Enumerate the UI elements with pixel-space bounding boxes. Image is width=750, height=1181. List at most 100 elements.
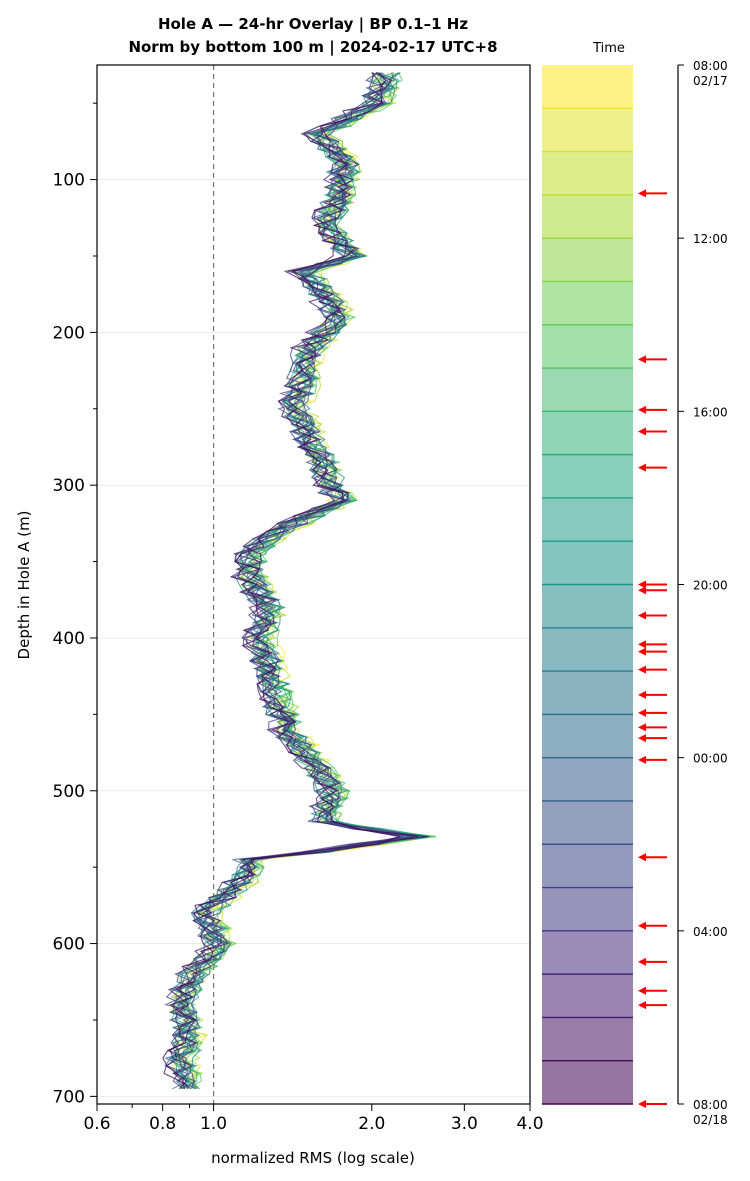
time-tick-label: 08:00 02/18 (693, 1098, 728, 1127)
x-tick-label: 1.0 (200, 1114, 227, 1134)
y-tick-label: 400 (53, 629, 85, 649)
y-tick-label: 500 (53, 782, 85, 802)
arrow-head (638, 586, 646, 595)
y-tick-label: 700 (53, 1087, 85, 1107)
event-marker-arrow (638, 957, 667, 966)
event-marker-arrow (638, 665, 667, 674)
event-marker-arrow (638, 647, 667, 656)
time-tick-label: 00:00 (693, 752, 728, 766)
colorbar-band (542, 324, 633, 369)
event-marker-arrow (638, 463, 667, 472)
colorbar-band (542, 714, 633, 758)
event-marker-arrow (638, 708, 667, 717)
event-marker-arrow (638, 189, 667, 198)
colorbar-band (542, 627, 633, 672)
colorbar-band (542, 757, 633, 801)
y-tick-label: 300 (53, 476, 85, 496)
event-marker-arrow (638, 586, 667, 595)
colorbar-band (542, 800, 633, 845)
event-marker-arrow (638, 1100, 667, 1108)
arrow-head (638, 189, 646, 198)
colorbar-band (542, 411, 633, 455)
event-marker-arrow (638, 723, 667, 732)
depth-profile-line (169, 72, 418, 1089)
y-tick-label: 100 (53, 171, 85, 191)
arrow-head (638, 957, 646, 966)
plot-background (97, 65, 530, 1104)
colorbar-bands (542, 65, 633, 1105)
arrow-head (638, 1001, 646, 1010)
colorbar-band (542, 281, 633, 325)
event-marker-arrow (638, 640, 667, 649)
arrow-head (638, 647, 646, 656)
colorbar-band (542, 1017, 633, 1061)
x-tick-label: 3.0 (451, 1114, 478, 1134)
event-marker-arrow (638, 1001, 667, 1010)
plot-area: 0.6 0.8 1.0 2.0 3.0 4.0 100 200 300 400 500 600 700 (53, 64, 544, 1134)
y-axis-ticks: 100 200 300 400 500 600 700 (53, 102, 97, 1107)
arrow-head (638, 427, 646, 436)
arrow-head (638, 611, 646, 620)
time-tick-label: 20:00 (693, 579, 728, 593)
arrow-head (638, 708, 646, 717)
chart-subtitle: Norm by bottom 100 m | 2024-02-17 UTC+8 (128, 38, 497, 57)
arrow-head (638, 1100, 646, 1108)
arrow-head (638, 921, 646, 930)
colorbar-band (542, 454, 633, 498)
event-marker-arrow (638, 853, 667, 862)
time-tick-label: 08:00 02/17 (693, 59, 728, 88)
colorbar-band (542, 151, 633, 195)
arrow-head (638, 734, 646, 743)
time-colorbar: 08:00 02/17 12:00 16:00 20:00 00:00 04:00 08:00… (542, 41, 728, 1127)
event-marker-arrow (638, 734, 667, 743)
colorbar-band (542, 497, 633, 542)
depth-profiles (162, 72, 437, 1090)
x-tick-label: 0.8 (149, 1114, 176, 1134)
colorbar-band (542, 844, 633, 888)
colorbar-band (542, 108, 633, 152)
colorbar-band (542, 930, 633, 975)
y-tick-label: 600 (53, 935, 85, 955)
x-tick-label: 2.0 (358, 1114, 385, 1134)
arrow-head (638, 580, 646, 589)
colorbar-band (542, 584, 633, 628)
event-marker-arrow (638, 355, 667, 364)
colorbar-band (542, 238, 633, 282)
colorbar-band (542, 671, 633, 715)
event-markers (638, 189, 667, 1108)
y-axis-label: Depth in Hole A (m) (15, 511, 33, 660)
time-tick-label: 12:00 (693, 232, 728, 246)
arrow-head (638, 986, 646, 995)
colorbar-band (542, 194, 633, 239)
time-tick-label: 04:00 (693, 925, 728, 939)
arrow-head (638, 355, 646, 364)
event-marker-arrow (638, 611, 667, 620)
event-marker-arrow (638, 580, 667, 589)
x-axis-ticks: 0.6 0.8 1.0 2.0 3.0 4.0 (83, 1104, 544, 1134)
event-marker-arrow (638, 427, 667, 436)
event-marker-arrow (638, 921, 667, 930)
event-marker-arrow (638, 690, 667, 699)
colorbar-band (542, 541, 633, 585)
arrow-head (638, 463, 646, 472)
y-tick-label: 200 (53, 323, 85, 343)
plot-frame (96, 64, 531, 1105)
time-axis-ticks: 08:00 02/17 12:00 16:00 20:00 00:00 04:00 08:00… (678, 59, 728, 1127)
colorbar-label: Time (592, 41, 625, 56)
event-marker-arrow (638, 755, 667, 764)
arrow-head (638, 640, 646, 649)
event-marker-arrow (638, 405, 667, 414)
arrow-head (638, 755, 646, 764)
colorbar-band (542, 974, 633, 1018)
arrow-head (638, 723, 646, 732)
colorbar-band (542, 887, 633, 931)
chart-title: Hole A — 24-hr Overlay | BP 0.1–1 Hz (158, 15, 468, 34)
colorbar-band (542, 368, 633, 412)
arrow-head (638, 665, 646, 674)
x-axis-label: normalized RMS (log scale) (211, 1149, 415, 1167)
arrow-head (638, 853, 646, 862)
x-tick-label: 4.0 (516, 1114, 543, 1134)
arrow-head (638, 690, 646, 699)
time-tick-label: 16:00 (693, 405, 728, 419)
